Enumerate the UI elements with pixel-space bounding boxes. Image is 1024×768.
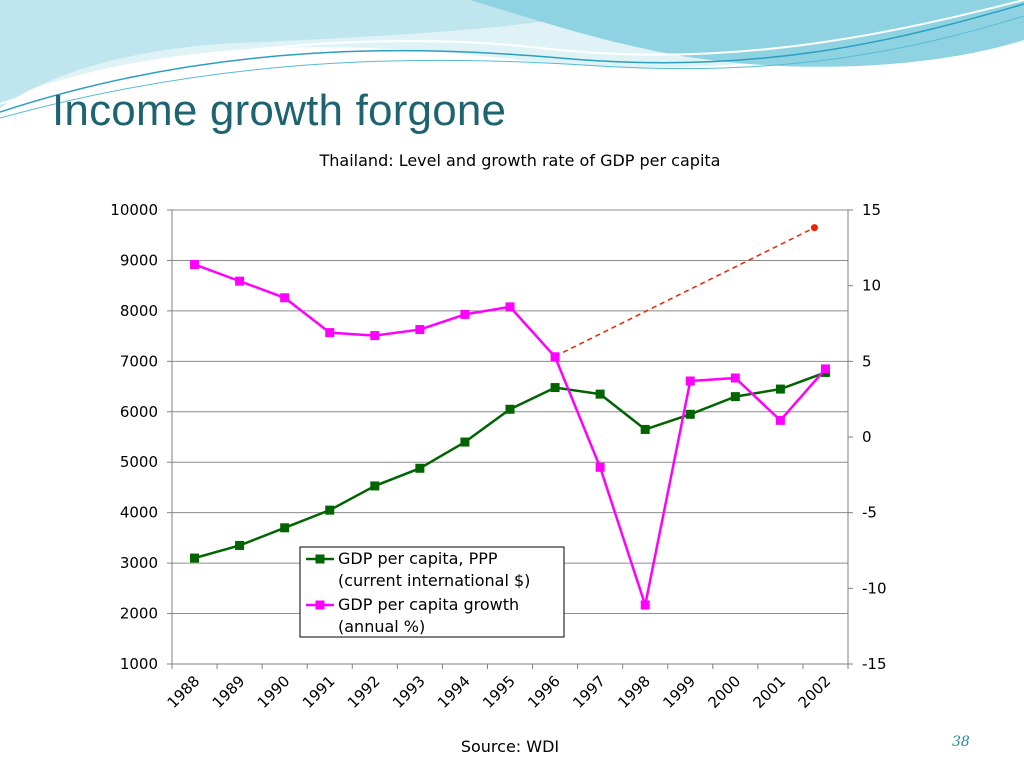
right-tick-label: 10 <box>862 277 881 295</box>
legend-swatch-marker <box>315 554 325 564</box>
point-gdp-ppp <box>280 523 290 533</box>
point-gdp-ppp <box>775 384 785 394</box>
x-tick-label: 1996 <box>524 672 564 712</box>
right-tick-label: -5 <box>862 504 877 522</box>
wave-line-3 <box>0 0 1024 105</box>
point-gdp-growth <box>415 325 425 335</box>
point-gdp-growth <box>730 373 740 383</box>
right-tick-label: 15 <box>862 201 881 219</box>
wave-band-right <box>470 0 1024 67</box>
left-tick-label: 4000 <box>120 504 158 522</box>
point-gdp-growth <box>640 600 650 610</box>
chart-legend: GDP per capita, PPP (current internationa… <box>299 546 565 638</box>
x-tick-label: 1998 <box>614 672 654 712</box>
series-line-gdp-ppp <box>194 371 826 560</box>
trend-dashed-line <box>554 226 815 357</box>
x-tick-label: 2000 <box>704 672 744 712</box>
axes <box>167 209 853 669</box>
legend-label: (annual %) <box>338 617 425 636</box>
left-tick-label: 1000 <box>120 655 158 673</box>
left-tick-label: 6000 <box>120 403 158 421</box>
legend-label: (current international $) <box>338 571 530 590</box>
x-tick-label: 1995 <box>479 672 519 712</box>
right-tick-label: 5 <box>862 352 872 370</box>
x-tick-label: 1997 <box>569 672 609 712</box>
left-tick-label: 9000 <box>120 251 158 269</box>
point-gdp-ppp <box>325 505 335 515</box>
point-gdp-growth <box>685 376 695 386</box>
wave-band-front <box>0 0 640 108</box>
chart-title: Thailand: Level and growth rate of GDP p… <box>319 151 721 170</box>
legend-label: GDP per capita, PPP <box>338 549 498 568</box>
point-gdp-growth <box>505 302 515 312</box>
point-gdp-ppp <box>550 383 560 393</box>
point-gdp-ppp <box>595 389 605 399</box>
x-tick-label: 1988 <box>164 672 204 712</box>
x-tick-label: 2002 <box>795 672 835 712</box>
point-gdp-ppp <box>685 409 695 419</box>
legend-box <box>299 546 565 638</box>
x-tick-label: 2001 <box>749 672 789 712</box>
wave-line-1 <box>0 3 1024 113</box>
point-gdp-ppp <box>370 481 380 491</box>
x-tick-label: 1992 <box>344 672 384 712</box>
point-gdp-growth <box>595 462 605 472</box>
x-tick-label: 1993 <box>389 672 429 712</box>
point-gdp-ppp <box>460 437 470 447</box>
right-axis-ticks: -15 -10 -5 0 5 10 15 <box>862 201 887 673</box>
x-tick-label: 1991 <box>299 672 339 712</box>
point-gdp-ppp <box>505 404 515 414</box>
x-tick-label: 1989 <box>209 672 249 712</box>
right-tick-label: -10 <box>862 579 887 597</box>
x-tick-label: 1994 <box>434 672 474 712</box>
series-layer <box>190 259 830 610</box>
point-gdp-growth <box>325 328 335 338</box>
point-gdp-growth <box>550 352 560 362</box>
left-tick-label: 3000 <box>120 554 158 572</box>
trend-end-dot <box>810 224 818 232</box>
header-wave-decoration <box>0 0 1024 119</box>
right-tick-label: -15 <box>862 655 887 673</box>
left-tick-label: 7000 <box>120 352 158 370</box>
point-gdp-ppp <box>235 540 245 550</box>
trend-annotation <box>554 224 818 357</box>
left-tick-label: 5000 <box>120 453 158 471</box>
point-gdp-ppp <box>730 392 740 402</box>
page-number: 38 <box>952 734 970 750</box>
point-gdp-growth <box>235 276 245 286</box>
point-gdp-ppp <box>190 553 200 563</box>
x-axis-ticks: 1988 1989 1990 1991 1992 1993 1994 1995 1996 1997… <box>164 672 835 712</box>
left-axis-ticks: 1000 2000 3000 4000 5000 6000 7000 8000 9000 1000… <box>110 201 158 673</box>
slide-title: Income growth forgone <box>52 86 507 135</box>
point-gdp-ppp <box>640 424 650 434</box>
left-tick-label: 2000 <box>120 605 158 623</box>
point-gdp-growth <box>775 415 785 425</box>
point-gdp-growth <box>190 259 200 269</box>
source-note: Source: WDI <box>460 737 560 756</box>
legend-swatch-marker <box>315 600 325 610</box>
point-gdp-growth <box>280 293 290 303</box>
legend-label: GDP per capita growth <box>338 595 519 614</box>
point-gdp-growth <box>370 331 380 341</box>
wave-line-2 <box>0 15 1024 119</box>
point-gdp-growth <box>460 309 470 319</box>
right-tick-label: 0 <box>862 428 872 446</box>
left-tick-label: 8000 <box>120 302 158 320</box>
left-tick-label: 10000 <box>110 201 158 219</box>
point-gdp-growth <box>820 364 830 374</box>
x-tick-label: 1990 <box>254 672 294 712</box>
x-tick-label: 1999 <box>659 672 699 712</box>
point-gdp-ppp <box>415 463 425 473</box>
